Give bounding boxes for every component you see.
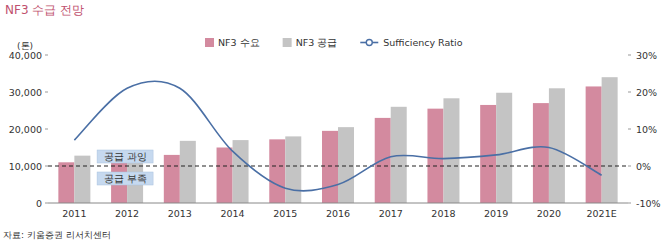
y-tick [45,166,48,167]
legend-label: NF3 수요 [218,37,260,48]
bar [269,139,285,203]
chart: NF3 수급 전망(톤)자료: 키움증권 리서치센터010,00020,0003… [0,0,670,243]
y-tick-label: 0 [36,198,42,209]
legend-swatch [366,40,372,46]
title: NF3 수급 전망 [5,3,84,17]
bar [180,141,196,203]
x-tick-label: 2015 [273,208,297,219]
bar [427,109,443,203]
legend-label: NF3 공급 [296,37,338,48]
ratio-line [74,81,601,191]
bar [285,136,301,203]
bar [586,86,602,203]
bar [480,105,496,203]
bar [74,156,90,203]
x-tick-label: 2011 [62,208,86,219]
annotation-box [97,172,153,185]
y2-tick [628,55,631,56]
y2-tick [628,166,631,167]
x-tick-label: 2017 [379,208,403,219]
bar [533,103,549,203]
x-tick-label: 2014 [220,208,244,219]
bar [338,127,354,203]
y-tick [45,129,48,130]
bar [164,155,180,203]
bar [496,93,512,203]
x-tick-label: 2020 [537,208,561,219]
y2-tick-label: 0% [636,161,651,172]
y-tick [45,55,48,56]
y-tick [45,92,48,93]
bar [549,88,565,203]
legend-swatch [205,38,214,47]
bar [322,131,338,203]
y-tick-label: 20,000 [9,124,42,135]
x-tick-label: 2012 [115,208,139,219]
annotation-box [97,150,153,163]
y-tick-label: 10,000 [9,161,42,172]
y-tick-label: 40,000 [9,50,42,61]
x-tick-label: 2016 [326,208,350,219]
y2-tick [628,92,631,93]
bar [602,77,618,203]
y-tick-label: 30,000 [9,87,42,98]
legend-label: Sufficiency Ratio [383,37,462,48]
y-tick [45,203,48,204]
legend-swatch [283,38,292,47]
x-tick-label: 2021E [587,208,617,219]
y2-tick-label: 10% [636,124,657,135]
bar [217,148,233,204]
x-axis [48,203,628,204]
annotation: 공급 과잉 [104,151,147,162]
y2-tick-label: 30% [636,50,657,61]
annotation: 공급 부족 [104,173,147,184]
y2-tick [628,129,631,130]
x-tick-label: 2018 [431,208,455,219]
y2-tick-label: 20% [636,87,657,98]
x-tick-label: 2013 [168,208,192,219]
source: 자료: 키움증권 리서치센터 [3,230,111,240]
bar [233,140,249,203]
y2-tick-label: -10% [636,198,661,209]
bar [58,162,74,203]
bar [443,98,459,203]
reference-line [48,165,628,166]
plot [48,77,628,203]
y2-tick [628,203,631,204]
x-tick-label: 2019 [484,208,508,219]
